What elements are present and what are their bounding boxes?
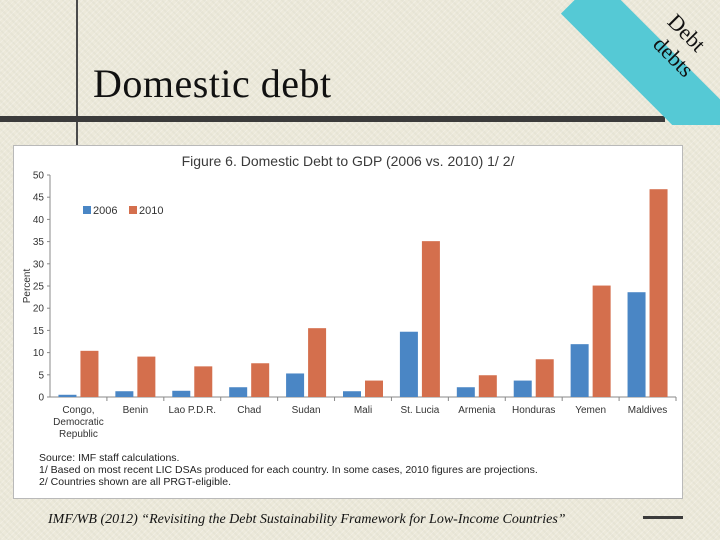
x-tick-label: Sudan [292, 405, 321, 416]
bar-2006-maldives [627, 292, 646, 397]
corner-banner: Debt debts [560, 0, 720, 125]
figure-notes: Source: IMF staff calculations. 1/ Based… [39, 452, 538, 488]
chart-title: Figure 6. Domestic Debt to GDP (2006 vs.… [181, 153, 515, 169]
vertical-rule [76, 0, 78, 145]
note-1: 1/ Based on most recent LIC DSAs produce… [39, 464, 538, 476]
x-tick-label: Honduras [512, 405, 555, 416]
bar-2010-chad [251, 363, 270, 397]
horizontal-rule [0, 116, 665, 122]
y-tick-label: 35 [33, 237, 45, 248]
bar-chart: 0 5 10 15 20 25 30 35 40 45 50 Percent Congo,Democra… [22, 171, 677, 440]
y-axis-label: Percent [22, 269, 33, 304]
x-tick-label: Maldives [628, 405, 667, 416]
x-tick-label: Benin [123, 405, 149, 416]
y-tick-label: 25 [33, 282, 45, 293]
note-source: Source: IMF staff calculations. [39, 452, 180, 464]
bar-2006-laopdr [172, 390, 191, 397]
bar-2010-honduras [535, 359, 554, 397]
bar-2006-honduras [513, 380, 532, 397]
y-tick-label: 20 [33, 304, 45, 315]
x-tick-label: Republic [59, 429, 98, 440]
y-tick-label: 50 [33, 171, 45, 182]
bar-2006-armenia [456, 387, 475, 397]
y-tick-label: 45 [33, 193, 45, 204]
bar-2006-mali [343, 391, 361, 397]
bar-2006-benin [115, 391, 134, 397]
legend-swatch-2006 [83, 206, 91, 214]
bar-2010-congo [80, 350, 99, 397]
y-tick-label: 10 [33, 348, 45, 359]
bar-2006-chad [229, 387, 248, 397]
bar-2010-benin [137, 356, 156, 397]
bar-2006-congo [58, 394, 77, 397]
bar-2010-stlucia [421, 241, 440, 397]
bar-2006-sudan [286, 373, 305, 397]
x-tick-label: Lao P.D.R. [168, 405, 216, 416]
y-tick-label: 30 [33, 259, 45, 270]
bar-2010-sudan [308, 328, 327, 397]
bar-2006-yemen [570, 344, 589, 397]
legend-swatch-2010 [129, 206, 137, 214]
bar-2010-maldives [649, 189, 668, 397]
citation-rule [643, 516, 683, 519]
legend-label-2010: 2010 [139, 205, 163, 217]
x-tick-label: St. Lucia [400, 405, 439, 416]
x-tick-label: Yemen [575, 405, 606, 416]
bar-2010-yemen [592, 285, 611, 397]
citation: IMF/WB (2012) “Revisiting the Debt Susta… [48, 512, 566, 527]
bar-2010-mali [365, 380, 383, 397]
bar-2010-laopdr [194, 366, 213, 397]
bar-2010-armenia [478, 375, 497, 397]
note-2: 2/ Countries shown are all PRGT-eligible… [39, 476, 232, 488]
x-tick-label: Armenia [458, 405, 496, 416]
x-tick-label: Democratic [53, 417, 104, 428]
y-tick-label: 15 [33, 326, 45, 337]
figure-panel: Figure 6. Domestic Debt to GDP (2006 vs.… [13, 145, 683, 499]
bar-2006-stlucia [399, 331, 418, 397]
x-tick-label: Congo, [62, 405, 94, 416]
slide-title: Domestic debt [93, 61, 332, 106]
y-tick-label: 0 [38, 393, 44, 404]
y-tick-label: 5 [38, 370, 44, 381]
x-tick-label: Chad [237, 405, 261, 416]
legend-label-2006: 2006 [93, 205, 117, 217]
y-tick-label: 40 [33, 215, 45, 226]
x-tick-label: Mali [354, 405, 372, 416]
